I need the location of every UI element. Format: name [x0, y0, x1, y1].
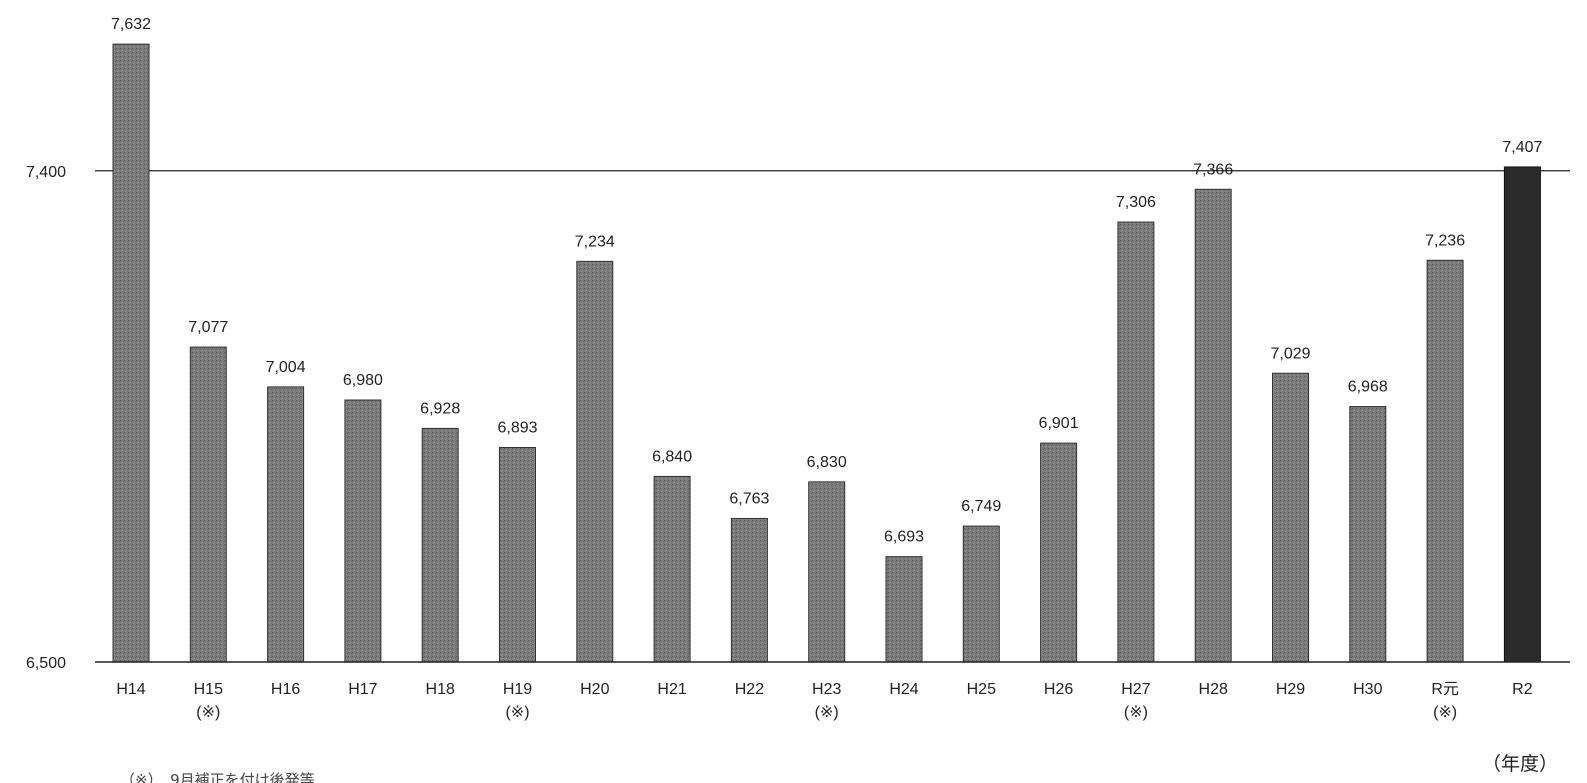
bar	[1503, 166, 1541, 663]
value-label: 6,840	[652, 448, 692, 465]
bar	[730, 517, 768, 663]
bar	[1426, 259, 1464, 663]
value-label: 6,893	[497, 419, 537, 436]
x-tick-label: H16	[271, 681, 300, 698]
bar	[653, 475, 691, 663]
x-tick-label: H28	[1199, 681, 1228, 698]
value-label: 7,306	[1116, 194, 1156, 211]
value-label: 6,968	[1348, 379, 1388, 396]
bar	[421, 427, 459, 663]
value-label: 7,234	[575, 233, 615, 250]
x-tick-label: H30	[1353, 681, 1382, 698]
value-label: 7,236	[1425, 232, 1465, 249]
value-label: 7,029	[1270, 345, 1310, 362]
bar	[885, 556, 923, 663]
x-tick-label: H29	[1276, 681, 1305, 698]
y-tick-label: 6,500	[26, 655, 66, 672]
x-tick-label: H23	[812, 681, 841, 698]
bar	[499, 446, 536, 663]
value-label: 6,980	[343, 372, 383, 389]
bar	[1040, 442, 1078, 663]
x-tick-note: (※)	[1433, 704, 1457, 721]
value-label: 7,632	[111, 16, 151, 33]
bar	[576, 260, 614, 663]
bar	[267, 386, 305, 663]
bar	[1194, 188, 1232, 663]
x-tick-label: H26	[1044, 681, 1073, 698]
bar	[1117, 221, 1155, 663]
x-tick-label: H27	[1121, 681, 1150, 698]
bar	[189, 346, 227, 663]
value-label: 6,763	[729, 490, 769, 507]
value-label: 6,693	[884, 529, 924, 546]
x-tick-label: H14	[116, 681, 145, 698]
bar	[344, 399, 382, 663]
x-tick-note: (※)	[196, 704, 220, 721]
value-label: 6,749	[961, 498, 1001, 515]
x-tick-label: R元	[1431, 681, 1459, 698]
bar	[112, 43, 150, 663]
x-tick-label: H20	[580, 681, 609, 698]
x-tick-note: (※)	[1124, 704, 1148, 721]
x-tick-label: H17	[348, 681, 377, 698]
footnote: （※） 9月補正を付け後発等	[120, 771, 315, 783]
value-label: 7,407	[1502, 139, 1542, 156]
x-tick-note: (※)	[505, 704, 529, 721]
x-tick-label: H24	[889, 681, 918, 698]
value-label: 7,077	[188, 319, 228, 336]
x-tick-note: (※)	[815, 704, 839, 721]
x-tick-label: H18	[426, 681, 455, 698]
x-tick-label: H25	[967, 681, 996, 698]
x-tick-label: H19	[503, 681, 532, 698]
bar	[1272, 372, 1309, 663]
bar	[962, 525, 1000, 663]
value-label: 7,366	[1193, 161, 1233, 178]
value-label: 6,928	[420, 400, 460, 417]
bar	[808, 481, 846, 663]
value-label: 7,004	[266, 359, 306, 376]
value-label: 6,830	[807, 454, 847, 471]
x-tick-label: H22	[735, 681, 764, 698]
value-label: 6,901	[1039, 415, 1079, 432]
x-tick-label: H15	[194, 681, 223, 698]
x-tick-label: H21	[657, 681, 686, 698]
x-unit-label: （年度）	[1482, 753, 1558, 775]
x-tick-label: R2	[1512, 681, 1533, 698]
y-tick-label: 7,400	[26, 164, 66, 181]
bar	[1349, 406, 1387, 663]
